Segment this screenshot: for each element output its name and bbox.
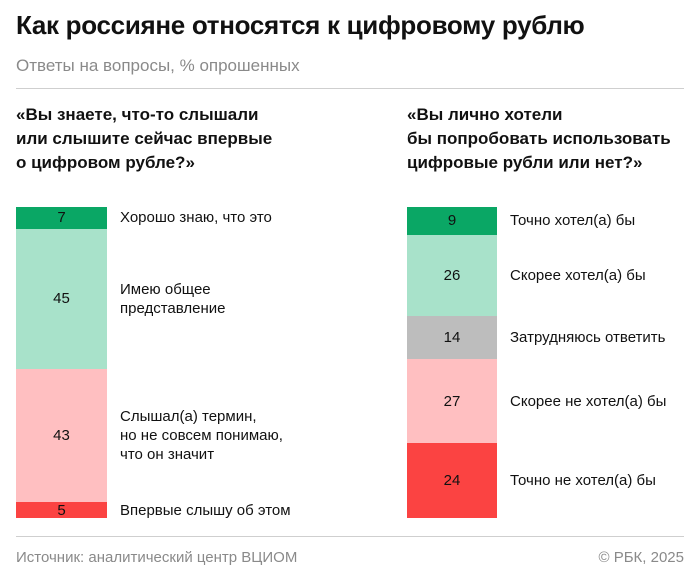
willingness-category-label: Затрудняюсь ответить <box>510 328 665 347</box>
willingness-value-label: 27 <box>443 392 461 410</box>
awareness-bar-segment: 45 <box>16 228 107 369</box>
willingness-value-label: 24 <box>443 472 461 490</box>
willingness-stacked-bar-chart: 9 Точно хотел(а) бы 26 Скорее хотел(а) бы 14… <box>407 207 684 518</box>
question-awareness-line: о цифровом рубле?» <box>16 153 195 172</box>
willingness-category-label: Точно не хотел(а) бы <box>510 471 656 490</box>
awareness-category-label-line: что он значит <box>120 446 215 464</box>
footer-divider <box>16 536 684 537</box>
awareness-value-label: 5 <box>57 501 66 519</box>
question-willingness-line: «Вы лично хотели <box>407 105 563 124</box>
awareness-category-label: Впервые слышу об этом <box>120 501 291 520</box>
awareness-category-label-line: Хорошо знаю, что это <box>120 209 272 227</box>
willingness-category-label-line: Скорее хотел(а) бы <box>510 266 646 284</box>
willingness-category-label-line: Точно хотел(а) бы <box>510 212 636 230</box>
chart-title: Как россияне относятся к цифровому рублю <box>16 10 585 40</box>
awareness-category-label: Слышал(а) термин, но не совсем понимаю, чт… <box>120 407 283 464</box>
awareness-category-label-line: представление <box>120 299 226 317</box>
willingness-category-label-line: Точно не хотел(а) бы <box>510 472 656 490</box>
willingness-category-label-line: Скорее не хотел(а) бы <box>510 392 667 410</box>
willingness-bar-segment: 9 <box>407 207 497 235</box>
awareness-bar-segment: 7 <box>16 207 107 229</box>
copyright: © РБК, 2025 <box>598 549 684 566</box>
awareness-category-label: Хорошо знаю, что это <box>120 208 272 227</box>
question-awareness-line: или слышите сейчас впервые <box>16 129 273 148</box>
willingness-value-label: 14 <box>443 329 461 347</box>
chart-subtitle: Ответы на вопросы, % опрошенных <box>16 56 300 75</box>
willingness-category-label: Точно хотел(а) бы <box>510 211 635 230</box>
awareness-value-label: 7 <box>57 209 66 227</box>
awareness-category-label-line: Имею общее <box>120 280 211 298</box>
awareness-value-label: 45 <box>53 290 70 308</box>
willingness-category-label-line: Затрудняюсь ответить <box>510 329 666 347</box>
willingness-bar-segment: 26 <box>407 234 497 316</box>
awareness-value-label: 43 <box>53 427 70 445</box>
willingness-bar-segment: 14 <box>407 315 497 360</box>
question-willingness-line: бы попробовать использовать <box>407 129 671 148</box>
awareness-bar-segment: 5 <box>16 501 107 519</box>
awareness-stacked-bar-chart: 7 Хорошо знаю, что это 45 Имею общее предста… <box>16 207 684 520</box>
awareness-category-label: Имею общее представление <box>120 280 226 318</box>
question-awareness: «Вы знаете, что-то слышали или слышите с… <box>16 103 316 175</box>
awareness-category-label-line: Слышал(а) термин, <box>120 408 257 426</box>
willingness-bar-segment: 24 <box>407 443 497 518</box>
source-note: Источник: аналитический центр ВЦИОМ <box>16 549 298 566</box>
awareness-category-label-line: но не совсем понимаю, <box>120 427 283 445</box>
willingness-category-label: Скорее не хотел(а) бы <box>510 392 666 411</box>
willingness-value-label: 9 <box>447 212 457 230</box>
question-willingness-line: цифровые рубли или нет?» <box>407 153 643 172</box>
awareness-bar-segment: 43 <box>16 368 107 503</box>
question-awareness-line: «Вы знаете, что-то слышали <box>16 105 259 124</box>
willingness-bar-segment: 27 <box>407 359 497 444</box>
header-divider <box>16 88 684 89</box>
awareness-category-label-line: Впервые слышу об этом <box>120 501 291 519</box>
question-willingness: «Вы лично хотели бы попробовать использо… <box>407 103 700 175</box>
willingness-value-label: 26 <box>443 266 461 284</box>
willingness-category-label: Скорее хотел(а) бы <box>510 266 646 285</box>
